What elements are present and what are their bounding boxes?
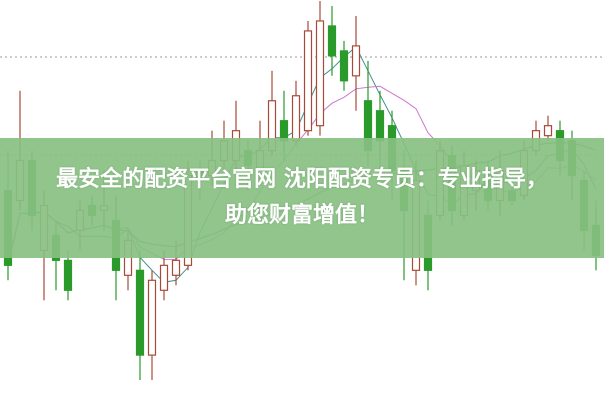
candle-up [291,95,301,142]
candle-down [327,25,337,57]
candle-up [303,30,313,132]
title-banner: 最安全的配资平台官网 沈阳配资专员：专业指导， 助您财富增值！ [0,138,604,258]
banner-title-line-1: 最安全的配资平台官网 沈阳配资专员：专业指导， [56,167,548,192]
candle-up [159,264,169,291]
candle-down [135,269,145,356]
candle-down [63,259,73,291]
candle-up [315,20,325,127]
candle-up [351,45,361,77]
candle-down [339,50,349,82]
candle-down [375,110,385,142]
candle-up [543,125,553,137]
candle-up [171,259,181,276]
candle-up [147,279,157,356]
banner-title-line-2: 助您财富增值！ [224,203,379,228]
